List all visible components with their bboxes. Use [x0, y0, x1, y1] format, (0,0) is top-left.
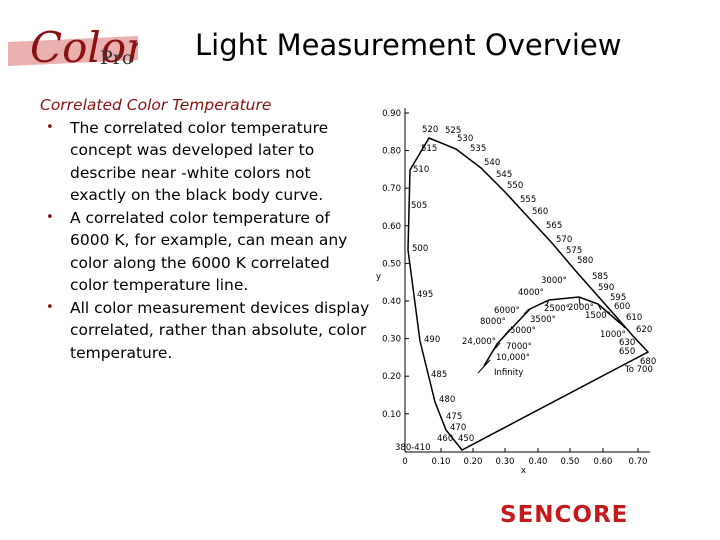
bullet: A correlated color temperature of 6000 K…	[46, 207, 370, 297]
y-axis-label: y	[376, 272, 381, 282]
y-tick-label: 0.30	[382, 335, 401, 345]
wavelength-label: 480	[439, 395, 455, 405]
x-axis-label: x	[521, 466, 526, 476]
bullet: All color measurement devices display co…	[46, 297, 370, 365]
wavelength-label: 575	[566, 246, 582, 256]
temperature-label: 5000°	[510, 326, 536, 336]
planckian-locus	[483, 296, 621, 367]
wavelength-label: 510	[413, 165, 429, 175]
temperature-label: 2000°	[568, 303, 594, 313]
temperature-label: 3000°	[541, 276, 567, 286]
temperature-label: 10,000°	[496, 353, 530, 363]
wavelength-label: 485	[431, 370, 447, 380]
wavelength-label: 630	[619, 338, 635, 348]
y-tick-label: 0.50	[382, 259, 401, 269]
bullet-list: The correlated color temperature concept…	[40, 117, 370, 365]
temperature-label: 6000°	[494, 306, 520, 316]
wavelength-label: To 700	[624, 365, 653, 375]
temperature-label: 4000°	[518, 288, 544, 298]
wavelength-label: 565	[546, 221, 562, 231]
wavelength-label: 580	[577, 256, 593, 266]
x-tick-label: 0.10	[432, 457, 451, 467]
temperature-label: 24,000°	[462, 337, 496, 347]
wavelength-label: 550	[507, 181, 523, 191]
footer-logo: SENCORE	[500, 502, 629, 528]
isotemperature-lines	[477, 296, 626, 374]
wavelength-label: 495	[417, 290, 433, 300]
y-tick-label: 0.10	[382, 410, 401, 420]
spectral-locus	[407, 137, 650, 451]
x-tick-label: 0.40	[529, 457, 548, 467]
wavelength-label: 530	[457, 134, 473, 144]
wavelength-label: 590	[598, 283, 614, 293]
wavelength-label: 610	[626, 313, 642, 323]
temperature-label: 3500°	[530, 315, 556, 325]
wavelength-label: 570	[556, 235, 572, 245]
temperature-label: 1000°	[600, 330, 626, 340]
x-tick-label: 0.60	[594, 457, 613, 467]
temperature-label: Infinity	[494, 368, 523, 378]
wavelength-label: 505	[411, 201, 427, 211]
wavelength-label: 560	[532, 207, 548, 217]
wavelength-label: 680	[640, 357, 656, 367]
wavelength-label: 540	[484, 158, 500, 168]
y-tick-label: 0.90	[382, 109, 401, 119]
wavelength-label: 620	[636, 325, 652, 335]
wavelength-label: 475	[446, 412, 462, 422]
wavelength-label: 535	[470, 144, 486, 154]
logo-sub: Pro	[100, 47, 133, 69]
logo: Color Pro	[8, 23, 138, 70]
x-tick-label: 0.70	[629, 457, 648, 467]
x-tick-label: 0.50	[561, 457, 580, 467]
wavelength-label: 470	[450, 423, 466, 433]
text-block: Correlated Color Temperature The correla…	[40, 94, 370, 364]
wavelength-label: 460	[437, 434, 453, 444]
logo-stripes	[8, 36, 138, 66]
wavelength-label: 520	[422, 125, 438, 135]
bullet: The correlated color temperature concept…	[46, 117, 370, 207]
wavelength-label: 380-410	[395, 443, 431, 453]
x-tick-label: 0.30	[496, 457, 515, 467]
wavelength-label: 555	[520, 195, 536, 205]
y-tick-label: 0.40	[382, 297, 401, 307]
temperature-label: 2500°	[544, 304, 570, 314]
x-tick-label: 0.20	[464, 457, 483, 467]
wavelength-label: 595	[610, 293, 626, 303]
y-tick-label: 0.60	[382, 222, 401, 232]
wavelength-label: 585	[592, 272, 608, 282]
wavelength-label: 545	[496, 170, 512, 180]
wavelength-label: 500	[412, 244, 428, 254]
x-tick-label: 0	[402, 457, 407, 467]
wavelength-label: 600	[614, 302, 630, 312]
slide-title: Light Measurement Overview	[195, 28, 622, 62]
logo-main: Color	[30, 23, 138, 70]
y-tick-label: 0.20	[382, 372, 401, 382]
wavelength-label: 450	[458, 434, 474, 444]
temperature-label: 7000°	[506, 342, 532, 352]
wavelength-label: 490	[424, 335, 440, 345]
y-tick-label: 0.70	[382, 184, 401, 194]
wavelength-label: 525	[445, 126, 461, 136]
chromaticity-diagram: 0.90 0.80 0.70 0.60 0.50 0.40 0.30 0.20 0.10 0 0.1…	[376, 108, 656, 476]
y-tick-label: 0.80	[382, 147, 401, 157]
temperature-label: 1500°	[585, 311, 611, 321]
temperature-label: 8000°	[480, 317, 506, 327]
wavelength-label: 650	[619, 347, 635, 357]
heading: Correlated Color Temperature	[40, 96, 272, 114]
wavelength-label: 515	[421, 144, 437, 154]
